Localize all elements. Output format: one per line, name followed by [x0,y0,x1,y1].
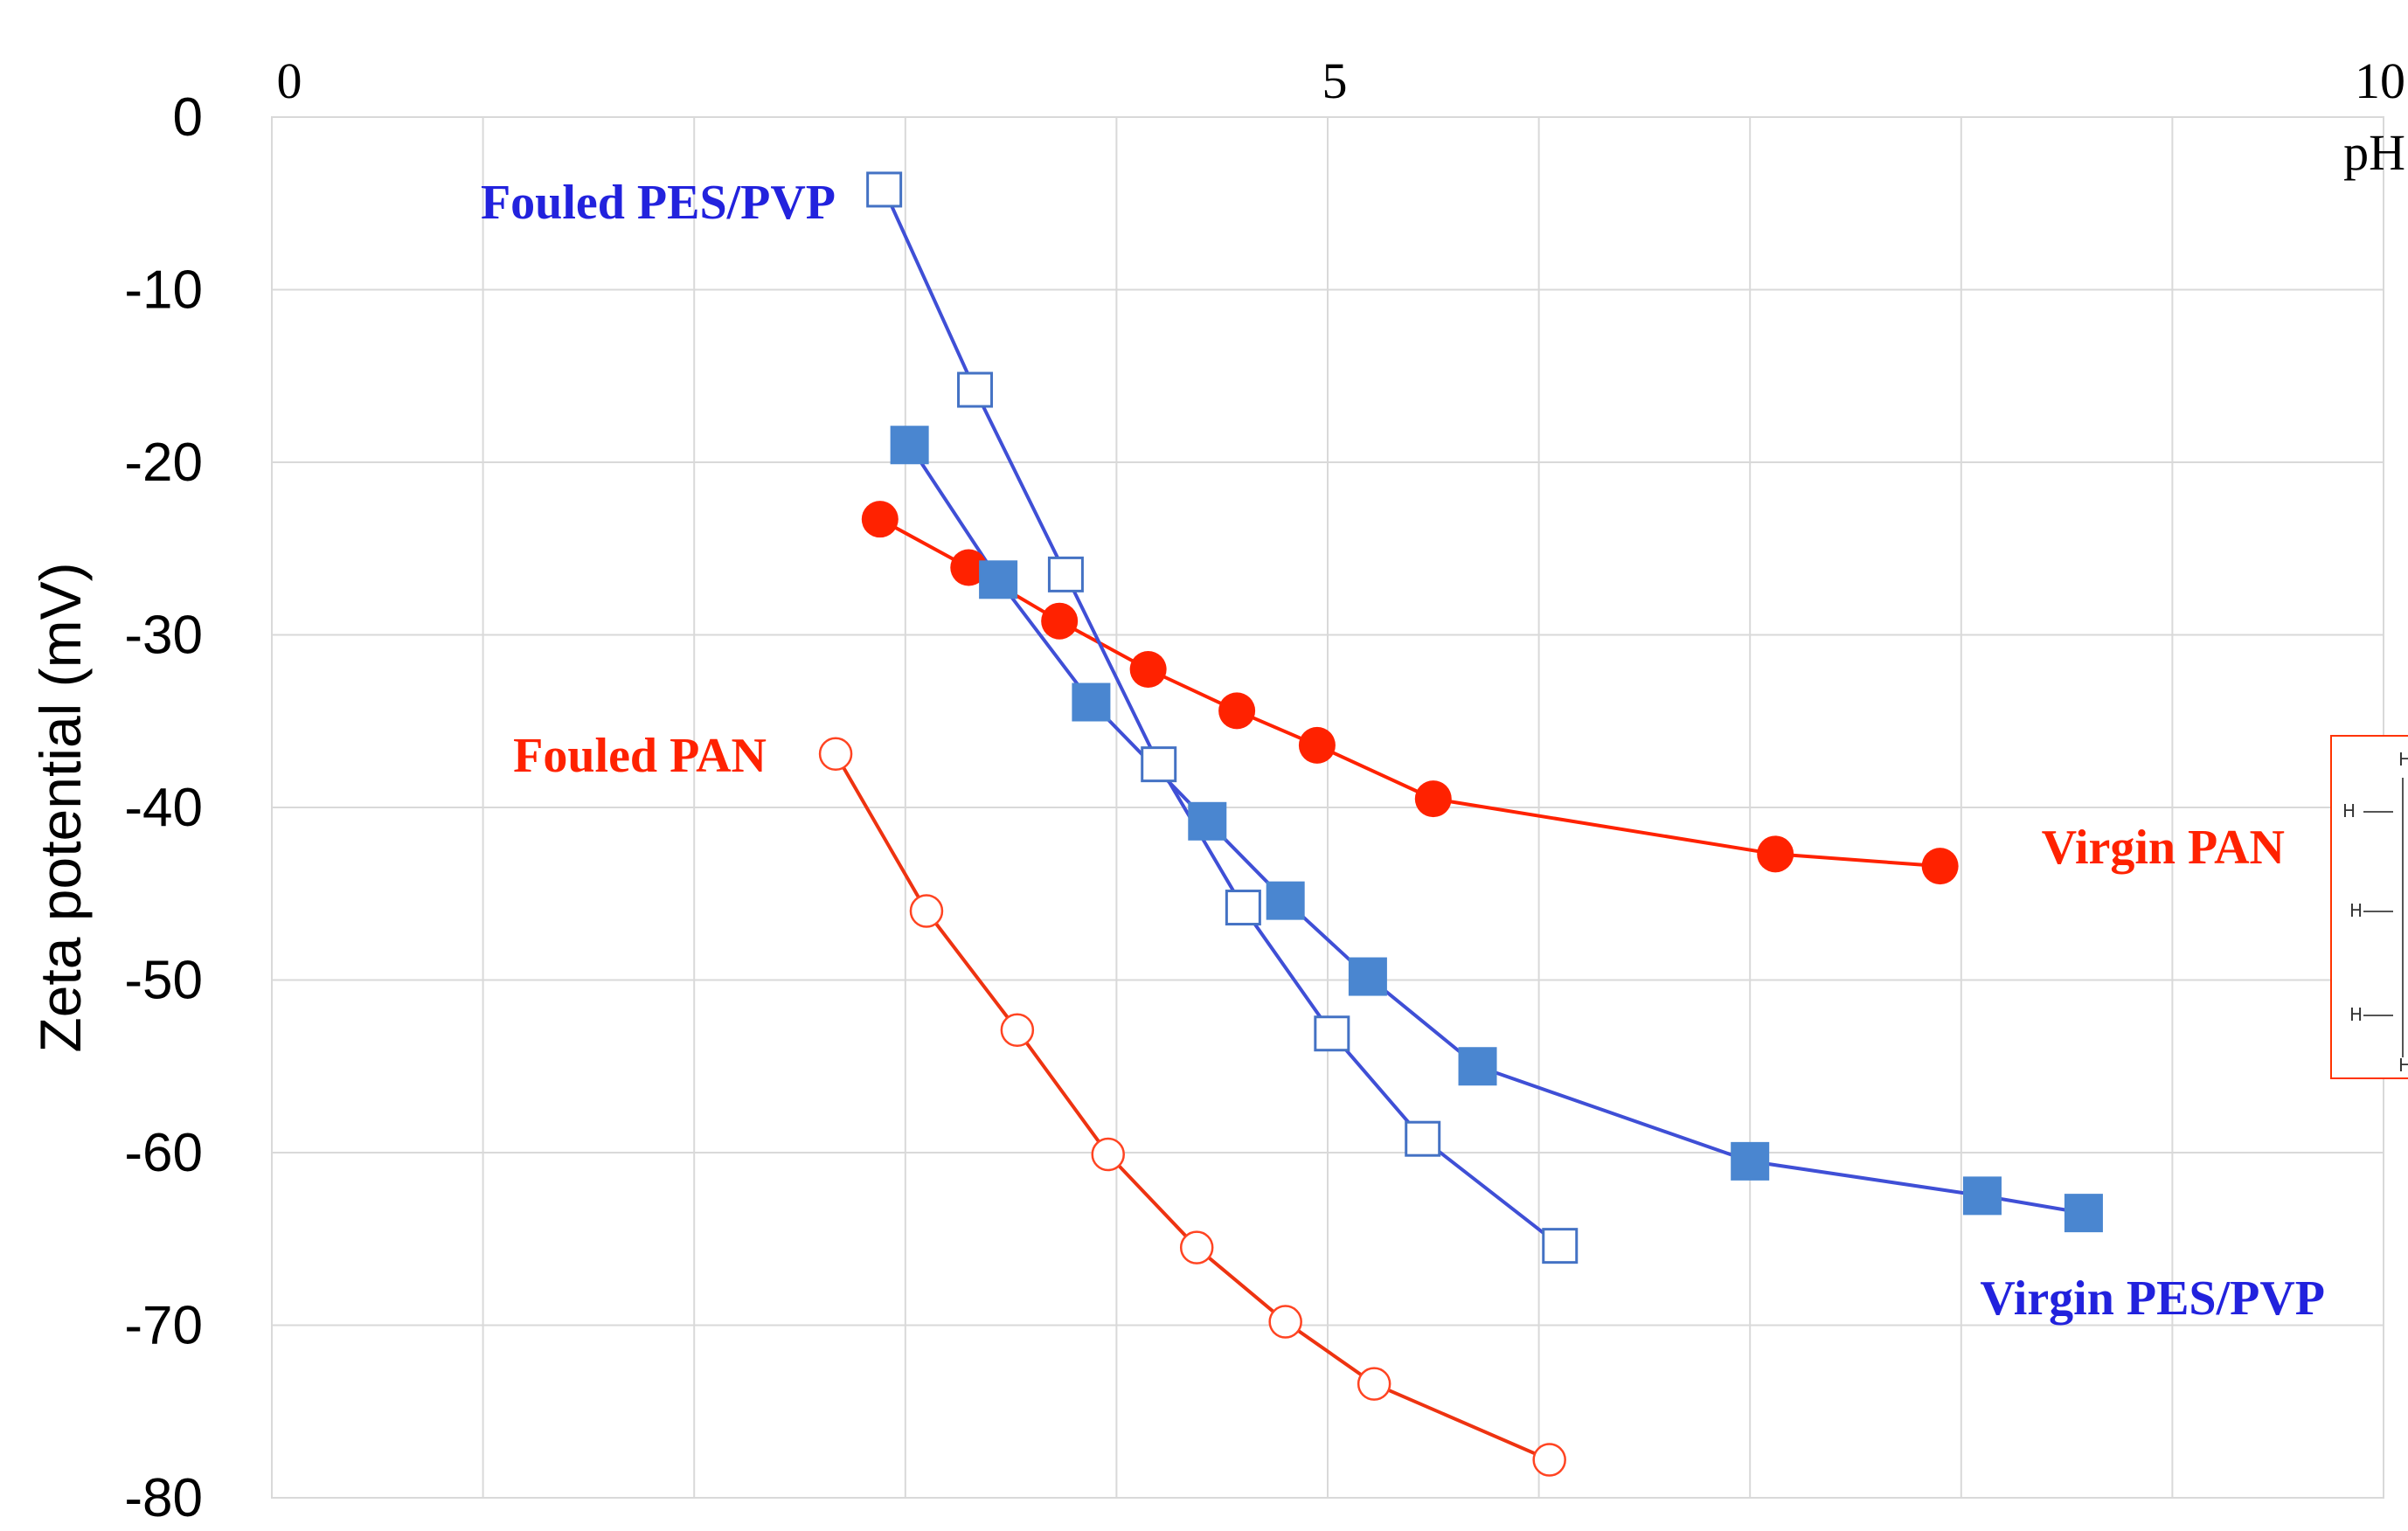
atom-label: H [2342,800,2356,821]
series-label: Virgin PES/PVP [1980,1271,2325,1326]
data-point [1000,1013,1035,1048]
data-point [1129,651,1167,688]
series-line [834,752,1551,1462]
y-tick-label: -30 [124,606,203,666]
data-point [1348,957,1387,996]
data-point [818,737,853,772]
data-point [1314,1015,1350,1052]
series-layer [818,171,2103,1477]
data-point [1405,1120,1441,1157]
data-point [1532,1443,1566,1477]
data-point [1141,746,1177,783]
y-tick-label: -70 [124,1296,203,1356]
atom-label: H [2398,749,2408,770]
series-line [907,444,2085,1216]
data-point [1962,1176,2002,1216]
data-point [1188,801,1227,841]
y-tick-label: -50 [124,951,203,1011]
x-tick-label: 5 [1322,52,1348,109]
data-point [950,549,988,586]
y-axis-ticks: 0 -10 -20 -30 -40 -50 -60 -70 -80 [124,87,203,1528]
inset-frame [2330,735,2408,1079]
x-tick-label: 0 [277,52,302,109]
data-point [1091,1137,1125,1172]
atom-label: H [2349,1004,2363,1025]
data-point [1225,890,1261,926]
data-point [1757,835,1794,873]
x-axis-label: pH [2343,124,2405,181]
data-point [861,501,899,538]
data-point [1179,1230,1214,1264]
atom-label: H [2398,1055,2408,1076]
y-tick-label: -60 [124,1123,203,1183]
data-point [2064,1194,2103,1233]
data-point [1357,1367,1391,1401]
data-point [1072,682,1111,722]
series-labels: Fouled PES/PVP Virgin PES/PVP Virgin PAN Fo… [481,176,2325,1326]
data-point [1542,1228,1579,1264]
data-point [1921,848,1959,885]
data-point [1731,1141,1770,1181]
y-axis-label: Zeta potential (mV) [28,562,93,1052]
chemical-structure-inset: H H H H H [2330,735,2408,1079]
series-label: Virgin PAN [2042,821,2285,875]
series-label: Fouled PAN [513,729,767,783]
data-point [1268,1305,1302,1339]
y-tick-label: -40 [124,778,203,838]
data-point [979,560,1018,599]
data-point [890,426,929,465]
atom-label: H [2349,900,2363,921]
data-point [866,171,903,208]
y-tick-label: -80 [124,1468,203,1528]
data-point [1218,692,1256,730]
series-label: Fouled PES/PVP [481,176,836,230]
data-point [1298,726,1336,764]
data-point [909,894,944,928]
data-point [1041,602,1079,640]
y-tick-label: 0 [173,87,203,148]
x-axis-ticks: 0 5 10 [277,52,2406,109]
data-point [1458,1047,1497,1086]
data-point [1266,881,1305,920]
y-tick-label: -10 [124,260,203,321]
data-point [957,371,994,408]
data-point [1047,556,1084,592]
x-tick-label: 10 [2355,52,2405,109]
data-point [1414,780,1452,818]
y-tick-label: -20 [124,433,203,493]
